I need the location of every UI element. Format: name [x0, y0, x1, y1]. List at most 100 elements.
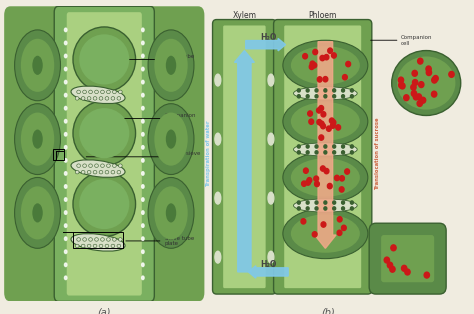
- Ellipse shape: [117, 97, 121, 100]
- Ellipse shape: [118, 164, 122, 167]
- Circle shape: [419, 82, 424, 88]
- Circle shape: [64, 67, 67, 71]
- Text: H₂O: H₂O: [260, 260, 276, 269]
- Ellipse shape: [100, 90, 104, 94]
- Ellipse shape: [81, 171, 85, 174]
- Circle shape: [426, 70, 431, 76]
- Circle shape: [142, 276, 144, 279]
- Circle shape: [412, 79, 418, 85]
- Circle shape: [303, 54, 308, 59]
- Circle shape: [297, 207, 300, 210]
- Ellipse shape: [118, 90, 122, 94]
- Circle shape: [64, 211, 67, 214]
- Ellipse shape: [118, 238, 122, 241]
- Circle shape: [416, 94, 421, 100]
- Ellipse shape: [81, 244, 85, 248]
- Ellipse shape: [73, 171, 136, 236]
- Circle shape: [317, 108, 321, 113]
- Circle shape: [64, 276, 67, 279]
- Ellipse shape: [75, 97, 79, 100]
- Circle shape: [309, 64, 314, 69]
- FancyBboxPatch shape: [284, 25, 361, 288]
- Circle shape: [297, 151, 300, 154]
- FancyBboxPatch shape: [381, 235, 434, 282]
- Circle shape: [142, 146, 144, 149]
- Circle shape: [384, 257, 390, 263]
- Circle shape: [336, 125, 341, 130]
- Circle shape: [306, 180, 310, 185]
- Circle shape: [342, 201, 345, 204]
- Circle shape: [297, 95, 300, 98]
- Circle shape: [303, 168, 308, 173]
- Circle shape: [324, 89, 327, 92]
- Circle shape: [312, 63, 317, 68]
- Ellipse shape: [105, 244, 109, 248]
- Circle shape: [320, 55, 325, 61]
- Circle shape: [431, 91, 437, 97]
- Ellipse shape: [32, 56, 43, 75]
- Circle shape: [321, 222, 326, 227]
- Circle shape: [306, 89, 309, 92]
- Ellipse shape: [166, 203, 176, 223]
- Ellipse shape: [291, 158, 360, 197]
- Text: Companion
cell: Companion cell: [165, 113, 196, 124]
- Text: Companion
cell: Companion cell: [401, 35, 432, 46]
- Ellipse shape: [95, 238, 99, 241]
- FancyBboxPatch shape: [369, 223, 446, 294]
- Circle shape: [142, 224, 144, 227]
- Ellipse shape: [107, 238, 110, 241]
- Ellipse shape: [293, 143, 357, 156]
- Text: H₂O: H₂O: [260, 33, 276, 42]
- Circle shape: [64, 237, 67, 241]
- Circle shape: [345, 169, 349, 174]
- Ellipse shape: [215, 251, 221, 263]
- Circle shape: [64, 263, 67, 267]
- Circle shape: [343, 74, 347, 80]
- Circle shape: [324, 55, 329, 60]
- Circle shape: [317, 77, 322, 82]
- FancyBboxPatch shape: [212, 19, 276, 294]
- Ellipse shape: [82, 164, 86, 167]
- Circle shape: [333, 201, 336, 204]
- Ellipse shape: [111, 171, 115, 174]
- Circle shape: [142, 119, 144, 123]
- Circle shape: [297, 145, 300, 148]
- Circle shape: [317, 119, 322, 125]
- Circle shape: [324, 168, 329, 174]
- Ellipse shape: [93, 244, 97, 248]
- Circle shape: [398, 77, 403, 83]
- Ellipse shape: [93, 97, 97, 100]
- Ellipse shape: [79, 179, 129, 229]
- Ellipse shape: [291, 214, 360, 253]
- Ellipse shape: [268, 133, 274, 145]
- Circle shape: [306, 95, 309, 98]
- Circle shape: [315, 151, 318, 154]
- Circle shape: [64, 106, 67, 110]
- Text: Phloem: Phloem: [309, 11, 337, 20]
- Circle shape: [328, 48, 333, 53]
- Circle shape: [314, 176, 319, 181]
- Circle shape: [342, 95, 345, 98]
- Circle shape: [335, 175, 339, 181]
- Ellipse shape: [111, 244, 115, 248]
- Circle shape: [315, 89, 318, 92]
- Circle shape: [64, 159, 67, 162]
- Circle shape: [306, 207, 309, 210]
- Ellipse shape: [21, 39, 54, 92]
- Ellipse shape: [105, 97, 109, 100]
- Circle shape: [321, 111, 326, 117]
- Ellipse shape: [166, 56, 176, 75]
- Circle shape: [319, 106, 324, 111]
- Circle shape: [330, 123, 335, 128]
- Text: Xylem: Xylem: [232, 11, 256, 20]
- Circle shape: [324, 201, 327, 204]
- Ellipse shape: [283, 208, 368, 259]
- Circle shape: [424, 272, 429, 278]
- Ellipse shape: [107, 90, 110, 94]
- Circle shape: [64, 133, 67, 136]
- Text: (a): (a): [98, 307, 111, 314]
- Ellipse shape: [283, 152, 368, 203]
- Ellipse shape: [107, 164, 110, 167]
- Ellipse shape: [32, 203, 43, 223]
- Circle shape: [342, 207, 345, 210]
